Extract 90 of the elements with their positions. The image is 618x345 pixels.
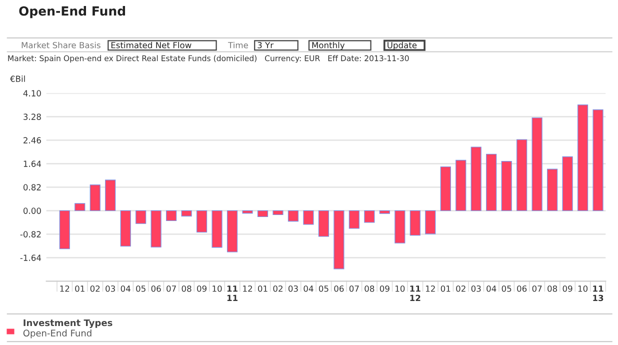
bar xyxy=(257,210,268,218)
y-tick-label: 4.10 xyxy=(23,90,41,96)
y-axis-title: €Bil xyxy=(10,76,25,82)
bar xyxy=(334,210,344,270)
x-tick-label: 02 xyxy=(273,285,282,292)
y-tick-label: 0.00 xyxy=(23,208,41,214)
y-tick-label: 0.82 xyxy=(23,184,41,190)
bar xyxy=(425,210,436,234)
bar xyxy=(90,184,100,212)
y-tick-label: 3.28 xyxy=(24,114,41,120)
x-tick-label: 11 11 xyxy=(227,286,238,302)
bar xyxy=(166,210,177,222)
x-tick-label: 03 xyxy=(288,285,298,292)
x-tick-label: 01 xyxy=(440,285,450,292)
bar xyxy=(303,210,314,225)
bar xyxy=(136,210,146,224)
x-tick-label: 10 xyxy=(396,285,405,292)
x-tick-label: 10 xyxy=(578,285,588,292)
y-tick-label: 2.46 xyxy=(24,137,41,144)
bar xyxy=(212,210,222,248)
x-tick-label: 08 xyxy=(182,285,192,292)
x-tick-label: 07 xyxy=(532,285,542,292)
bar xyxy=(394,210,406,244)
bar xyxy=(150,210,162,248)
x-tick-label: 12 xyxy=(426,285,435,292)
x-tick-label: 09 xyxy=(380,285,390,292)
y-tick-label: -1.64 xyxy=(20,254,42,261)
bar xyxy=(410,210,420,236)
legend-title: Investment Types xyxy=(24,319,112,328)
bar xyxy=(272,210,284,216)
x-tick-label: 04 xyxy=(486,285,496,292)
x-tick-label: 05 xyxy=(318,285,328,292)
bar xyxy=(532,117,542,212)
chart-title: Open-End Fund xyxy=(19,6,126,18)
x-tick-label: 01 xyxy=(258,285,268,292)
text: Market Share Basis xyxy=(22,42,100,48)
bar xyxy=(105,180,116,212)
x-tick-label: 07 xyxy=(349,285,359,292)
bar xyxy=(486,154,497,212)
bar xyxy=(59,210,70,250)
y-tick-label: -0.82 xyxy=(20,231,41,238)
text: Update xyxy=(388,42,417,50)
text: Estimated Net Flow xyxy=(111,42,192,48)
bar xyxy=(501,161,512,212)
bar xyxy=(242,210,253,214)
text: Monthly xyxy=(312,42,345,50)
bar xyxy=(226,210,238,252)
x-tick-label: 03 xyxy=(471,285,481,292)
bar xyxy=(470,146,482,212)
text: 3 Yr xyxy=(258,42,274,48)
x-tick-label: 11 13 xyxy=(593,286,604,302)
x-tick-label: 11 12 xyxy=(410,286,420,302)
x-tick-label: 08 xyxy=(548,285,558,292)
legend-label: Open-End Fund xyxy=(23,330,92,338)
bar xyxy=(348,210,360,229)
x-tick-label: 12 xyxy=(243,285,252,292)
bar xyxy=(181,210,192,216)
x-tick-label: 04 xyxy=(304,285,314,292)
bar xyxy=(440,166,451,212)
x-tick-label: 09 xyxy=(197,285,207,292)
x-tick-label: 06 xyxy=(151,285,161,292)
bar xyxy=(456,160,466,212)
x-tick-label: 01 xyxy=(75,285,84,292)
bar xyxy=(74,203,86,212)
y-tick-label: 1.64 xyxy=(24,160,42,167)
x-tick-label: 05 xyxy=(136,285,146,292)
x-tick-label: 07 xyxy=(166,285,176,292)
bar xyxy=(364,210,375,223)
bar xyxy=(196,210,208,233)
x-tick-label: 09 xyxy=(562,285,572,292)
x-tick-label: 04 xyxy=(120,285,130,292)
bar xyxy=(562,156,573,212)
bar xyxy=(547,168,558,212)
bar xyxy=(577,104,588,212)
bar xyxy=(318,210,330,237)
x-tick-label: 05 xyxy=(502,285,512,292)
bar xyxy=(288,210,299,222)
bar xyxy=(516,139,528,212)
x-tick-label: 10 xyxy=(212,285,222,292)
x-tick-label: 08 xyxy=(364,285,374,292)
bar xyxy=(592,109,604,212)
x-tick-label: 03 xyxy=(106,285,115,292)
x-tick-label: 12 xyxy=(60,285,70,292)
bar xyxy=(379,210,390,214)
x-tick-label: 02 xyxy=(456,285,466,292)
bar xyxy=(120,210,131,247)
text: Time xyxy=(228,42,248,48)
x-tick-label: 06 xyxy=(517,285,527,292)
x-tick-label: 06 xyxy=(334,285,344,292)
x-tick-label: 02 xyxy=(90,285,100,292)
